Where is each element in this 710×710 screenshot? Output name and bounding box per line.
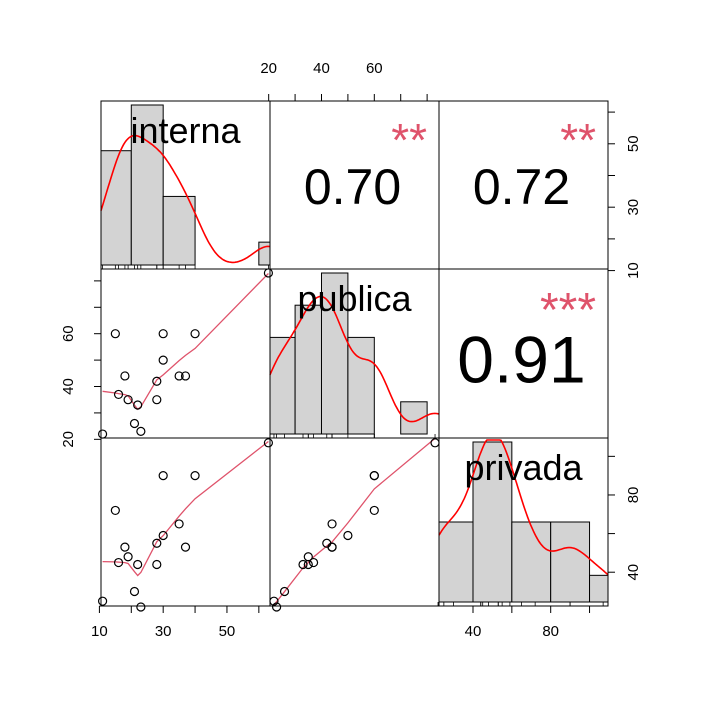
scatter-point	[303, 552, 313, 562]
scatter-point	[327, 542, 337, 552]
scatter-point	[327, 519, 337, 529]
tick-label: 80	[542, 623, 559, 640]
axes-layer: 10 30 50 40 80 20 40 60 20 40 60 10 30 50 40 80	[60, 60, 642, 640]
scatter-point	[263, 438, 274, 448]
scatter-point	[129, 418, 140, 429]
histogram-bar	[347, 336, 375, 435]
tick-label: 60	[366, 60, 383, 77]
scatter-point	[190, 329, 200, 339]
smooth-line	[102, 440, 269, 577]
tick-label: 50	[625, 135, 642, 152]
points-layer	[97, 268, 440, 612]
scatter-point	[136, 426, 146, 436]
histogram-bar	[269, 336, 296, 435]
smooth-line	[273, 437, 436, 606]
scatter-point	[113, 389, 124, 400]
scatter-point	[152, 538, 162, 548]
scatter-point	[129, 586, 140, 597]
tick-label: 10	[625, 262, 642, 279]
panel-frame	[269, 437, 440, 607]
tick-label: 30	[625, 199, 642, 216]
scatter-point	[110, 329, 120, 339]
scatter-point	[97, 596, 108, 606]
tick-label: 20	[60, 431, 77, 448]
scatter-point	[133, 400, 143, 410]
histogram-bar	[258, 241, 271, 266]
histogram-bar	[130, 104, 164, 266]
variable-name-publica: publica	[297, 278, 412, 319]
tick-label: 60	[60, 325, 77, 342]
correlation-value: 0.91	[457, 323, 585, 397]
scatter-point	[110, 505, 120, 516]
tick-label: 20	[260, 60, 277, 77]
tick-label: 10	[91, 623, 108, 640]
density-curve	[100, 134, 271, 264]
panel-frame	[100, 437, 271, 607]
tick-label: 40	[625, 564, 642, 581]
scatter-point	[174, 519, 184, 529]
scatter-point	[279, 586, 290, 597]
scatter-point	[152, 376, 162, 386]
scatter-point	[158, 355, 168, 365]
density-curve	[269, 295, 440, 423]
scatter-point	[263, 268, 274, 278]
scatter-point	[308, 557, 319, 568]
histogram-bar	[550, 521, 591, 603]
scatter-point	[430, 438, 440, 448]
scatter-point	[120, 371, 130, 381]
tick-label: 50	[219, 623, 236, 640]
scatter-point	[136, 602, 146, 612]
histogram-bar	[100, 150, 132, 266]
histogram-bar	[294, 304, 322, 435]
scatter-point	[152, 395, 162, 405]
histogram-bar	[472, 441, 513, 603]
histogram-bar	[162, 195, 196, 266]
density-curve	[438, 439, 609, 576]
tick-label: 40	[313, 60, 330, 77]
scatter-point	[123, 552, 133, 562]
histogram-bar	[511, 521, 552, 603]
scatter-point	[158, 530, 168, 541]
tick-label: 80	[625, 487, 642, 504]
significance-stars: **	[391, 114, 427, 166]
tick-label: 30	[155, 623, 172, 640]
histogram-bar	[589, 574, 609, 603]
scatter-point	[303, 559, 313, 570]
scatter-point	[190, 471, 200, 481]
scatter-point	[180, 542, 191, 552]
scatter-point	[97, 429, 108, 439]
scatter-point	[369, 505, 379, 516]
scatter-point	[133, 559, 143, 570]
tick-label: 40	[60, 378, 77, 395]
scatter-point	[343, 530, 353, 541]
scatter-point	[113, 557, 124, 568]
scatter-point	[123, 395, 133, 405]
histogram-layer	[100, 104, 609, 603]
scatter-point	[158, 471, 168, 481]
variable-name-interna: interna	[130, 110, 241, 151]
scatter-point	[272, 602, 282, 612]
scatter-point	[158, 329, 168, 339]
scatter-point	[152, 559, 162, 570]
correlation-value: 0.70	[304, 159, 401, 215]
significance-stars: **	[560, 114, 596, 166]
tick-label: 40	[465, 623, 482, 640]
scatter-point	[174, 371, 184, 381]
correlation-value: 0.72	[473, 159, 570, 215]
significance-stars: ***	[540, 284, 596, 337]
variable-name-privada: privada	[464, 447, 583, 488]
scatter-point	[369, 471, 379, 481]
panel-frame	[100, 268, 271, 439]
scatter-point	[298, 559, 308, 570]
histogram-bar	[438, 521, 474, 603]
scatter-point	[180, 371, 191, 381]
smooth-line	[102, 273, 269, 411]
scatter-point	[120, 542, 130, 552]
